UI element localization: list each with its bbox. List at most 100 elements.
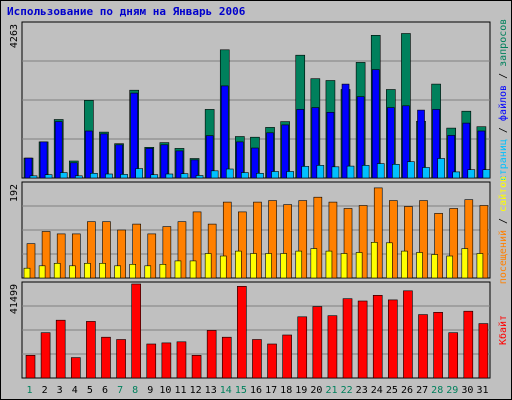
visits-bar bbox=[132, 223, 141, 279]
sites-bar bbox=[250, 253, 257, 279]
files-bar bbox=[447, 135, 456, 179]
x-tick-label: 6 bbox=[102, 385, 108, 396]
x-tick-label: 3 bbox=[57, 385, 63, 396]
pages-bar bbox=[316, 165, 325, 179]
legend-bottom: Кбайт bbox=[497, 315, 509, 345]
pages-bar bbox=[256, 173, 264, 179]
x-tick-label: 23 bbox=[356, 385, 368, 396]
x-tick-label: 9 bbox=[147, 385, 153, 396]
legend-middle: посещений / сайтов bbox=[497, 176, 509, 284]
ymax-label-kbytes: 41499 bbox=[9, 284, 20, 314]
sites-bar bbox=[159, 263, 167, 279]
x-tick-label: 2 bbox=[42, 385, 48, 396]
sites-bar bbox=[38, 265, 46, 279]
visits-bar bbox=[162, 226, 172, 279]
x-tick-label: 31 bbox=[476, 385, 488, 396]
files-bar bbox=[462, 122, 471, 179]
kbytes-bar bbox=[342, 298, 353, 379]
pages-bar bbox=[346, 165, 355, 179]
kbytes-bar bbox=[237, 285, 247, 379]
kbytes-bar bbox=[40, 332, 51, 379]
kbytes-bar bbox=[418, 314, 428, 379]
x-tick-label: 17 bbox=[265, 385, 277, 396]
kbytes-bar bbox=[297, 316, 308, 379]
pages-bar bbox=[271, 171, 279, 179]
sites-bar bbox=[386, 242, 393, 279]
files-bar bbox=[326, 112, 335, 179]
visits-bar bbox=[313, 196, 323, 279]
pages-bar bbox=[29, 175, 38, 179]
pages-bar bbox=[376, 163, 385, 179]
kbytes-bar bbox=[25, 354, 36, 379]
pages-bar bbox=[210, 170, 219, 179]
files-bar bbox=[130, 92, 138, 179]
visits-bar bbox=[26, 243, 36, 279]
kbytes-bar bbox=[176, 341, 187, 379]
x-tick-label: 14 bbox=[220, 385, 232, 396]
sites-bar bbox=[68, 265, 76, 279]
legend-kbytes: Кбайт bbox=[497, 315, 509, 345]
files-bar bbox=[402, 105, 410, 179]
visits-bar bbox=[147, 233, 157, 279]
kbytes-bar bbox=[146, 343, 157, 379]
x-tick-label: 20 bbox=[310, 385, 322, 396]
files-bar bbox=[190, 159, 199, 179]
x-tick-label: 12 bbox=[190, 385, 202, 396]
sites-bar bbox=[53, 262, 61, 279]
legend-top: страниц / файлов / запросов bbox=[497, 19, 509, 182]
visits-bar bbox=[464, 199, 474, 279]
visits-bar bbox=[268, 200, 277, 279]
kbytes-bar bbox=[131, 283, 141, 379]
kbytes-bar bbox=[448, 332, 459, 379]
ymax-label-hits: 4263 bbox=[9, 24, 20, 48]
files-bar bbox=[341, 83, 350, 179]
sites-bar bbox=[295, 250, 303, 279]
x-tick-label: 11 bbox=[174, 385, 186, 396]
x-tick-label: 5 bbox=[87, 385, 93, 396]
pages-bar bbox=[59, 172, 68, 179]
legend-sites: сайтов bbox=[497, 176, 509, 212]
files-bar bbox=[100, 133, 108, 179]
kbytes-bar bbox=[463, 310, 474, 379]
kbytes-bar bbox=[191, 354, 202, 379]
kbytes-bar bbox=[357, 300, 368, 379]
pages-bar bbox=[467, 169, 476, 179]
pages-bar bbox=[74, 175, 83, 179]
visits-bar bbox=[283, 204, 292, 279]
x-tick-label: 4 bbox=[72, 385, 78, 396]
x-tick-label: 1 bbox=[26, 385, 32, 396]
files-bar bbox=[24, 157, 33, 179]
sites-bar bbox=[476, 253, 484, 279]
sites-bar bbox=[204, 253, 212, 279]
legend-visits: посещений bbox=[497, 230, 509, 284]
pages-bar bbox=[437, 158, 445, 179]
visits-bar bbox=[343, 208, 353, 279]
sites-bar bbox=[355, 252, 363, 279]
visits-bar bbox=[419, 200, 428, 279]
kbytes-bar bbox=[161, 342, 172, 379]
files-bar bbox=[145, 148, 154, 179]
files-bar bbox=[356, 96, 365, 179]
files-bar bbox=[236, 141, 244, 179]
files-bar bbox=[296, 109, 305, 179]
sites-bar bbox=[189, 260, 197, 279]
kbytes-bar bbox=[312, 306, 323, 379]
files-bar bbox=[160, 144, 169, 179]
visits-bar bbox=[404, 206, 413, 279]
x-tick-label: 27 bbox=[416, 385, 428, 396]
pages-bar bbox=[44, 174, 53, 179]
x-tick-label: 7 bbox=[117, 385, 123, 396]
chart-title: Использование по дням на Январь 2006 bbox=[7, 5, 246, 18]
x-tick-label: 25 bbox=[386, 385, 398, 396]
x-tick-label: 30 bbox=[461, 385, 473, 396]
files-bar bbox=[85, 130, 93, 179]
kbytes-bar bbox=[327, 315, 338, 379]
visits-bar bbox=[102, 221, 111, 279]
sites-bar bbox=[99, 262, 106, 279]
sites-bar bbox=[340, 253, 348, 279]
pages-bar bbox=[180, 173, 189, 179]
x-tick-label: 19 bbox=[295, 385, 307, 396]
visits-bar bbox=[253, 201, 262, 279]
visits-bar bbox=[479, 205, 489, 279]
visits-bar bbox=[56, 233, 66, 279]
